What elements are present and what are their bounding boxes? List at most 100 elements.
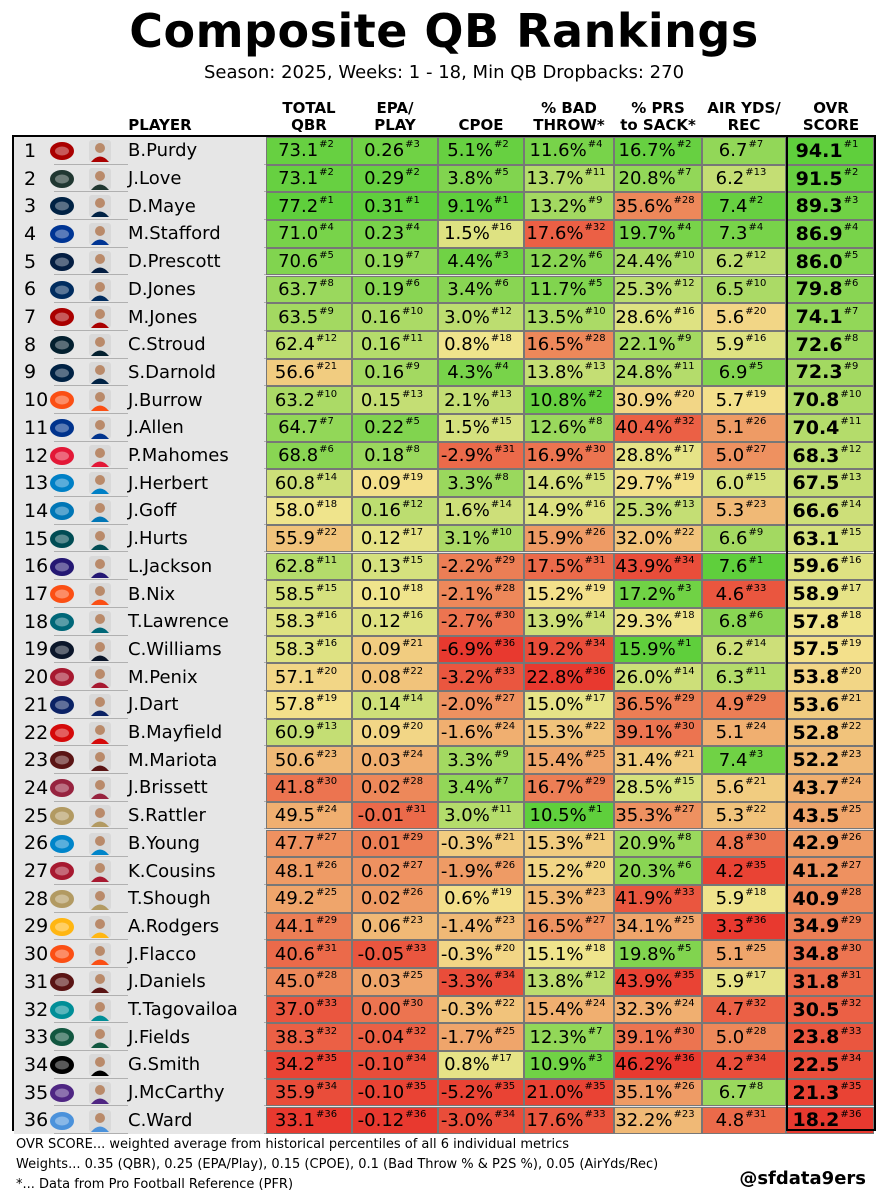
bad-value: 15.3% (526, 722, 584, 744)
air-value: 6.6 (718, 528, 748, 550)
qbr-rank: #13 (315, 721, 338, 733)
air-rank: #16 (745, 333, 767, 345)
cpoe-cell: 3.1% #10 (438, 524, 524, 553)
epa-value: 0.12 (360, 528, 401, 550)
bad-rank: #33 (584, 1108, 606, 1120)
bad-value: 15.4% (526, 749, 584, 771)
air-cell: 5.1 #24 (702, 718, 786, 747)
ovr-value: 34.8 (792, 943, 840, 966)
air-cell: 7.6 #1 (702, 552, 786, 581)
air-cell: 4.8 #31 (702, 1106, 786, 1135)
rank-number: 35 (14, 1078, 54, 1107)
qbr-rank: #16 (315, 610, 338, 622)
ovr-value: 63.1 (792, 527, 840, 550)
epa-cell: 0.06 #23 (352, 912, 438, 941)
epa-value: 0.01 (360, 832, 401, 854)
broncos-logo-icon (48, 582, 76, 607)
cpoe-rank: #33 (494, 665, 516, 677)
player-headshot (88, 1025, 112, 1050)
cpoe-value: -1.4% (440, 915, 494, 937)
cpoe-cell: -2.1% #28 (438, 580, 524, 608)
prs-cell: 31.4% #21 (614, 746, 702, 775)
cpoe-cell: -0.3% #21 (438, 829, 524, 858)
epa-cell: 0.10 #18 (352, 580, 438, 608)
prs-value: 36.5% (615, 694, 673, 716)
air-cell: 5.0 #27 (702, 441, 786, 470)
cpoe-value: 3.3% (447, 472, 493, 494)
cpoe-cell: -0.3% #22 (438, 995, 524, 1024)
qbr-cell: 49.5 #24 (266, 801, 352, 830)
air-rank: #5 (748, 360, 764, 372)
commanders-logo-icon (48, 748, 76, 773)
cpoe-cell: 0.6% #19 (438, 884, 524, 913)
qbr-rank: #24 (315, 804, 338, 816)
qbr-cell: 73.1 #2 (266, 164, 352, 193)
cpoe-rank: #14 (490, 499, 512, 511)
table-row: 30 J.Flacco 40.6 #31 -0.05 #33 -0.3% #20 15.1% #1… (14, 940, 874, 968)
prs-cell: 19.8% #5 (614, 940, 702, 968)
ovr-rank: #20 (840, 665, 862, 677)
player-headshot (88, 277, 112, 302)
cpoe-cell: -2.2% #29 (438, 552, 524, 581)
ovr-value: 67.5 (792, 472, 840, 495)
qbr-cell: 62.4 #12 (266, 330, 352, 359)
player-headshot (88, 222, 112, 247)
cardinals-logo-icon (48, 776, 76, 801)
cpoe-cell: -1.4% #23 (438, 912, 524, 941)
qbr-rank: #27 (315, 831, 338, 843)
bears-logo-icon (48, 637, 76, 662)
ovr-cell: 72.3 #9 (786, 358, 874, 387)
prs-value: 28.5% (615, 777, 673, 799)
player-name: T.Tagovailoa (128, 995, 264, 1024)
ovr-cell: 86.0 #5 (786, 247, 874, 276)
bad-value: 14.9% (526, 500, 584, 522)
air-cell: 5.9 #17 (702, 968, 786, 996)
player-headshot (88, 582, 112, 607)
player-headshot (88, 637, 112, 662)
ovr-rank: #1 (843, 139, 859, 151)
epa-cell: 0.16 #11 (352, 330, 438, 359)
header-air-yds: AIR YDS/ REC (707, 99, 781, 134)
player-headshot (88, 249, 112, 274)
qbr-value: 70.6 (278, 251, 319, 273)
epa-value: 0.18 (364, 445, 405, 467)
ovr-value: 66.6 (792, 499, 840, 522)
rank-number: 33 (14, 1023, 54, 1052)
ovr-rank: #27 (840, 859, 862, 871)
bad-value: 13.9% (526, 611, 584, 633)
prs-rank: #5 (676, 942, 692, 954)
epa-cell: 0.16 #9 (352, 358, 438, 387)
prs-cell: 19.7% #4 (614, 220, 702, 248)
epa-value: 0.19 (364, 278, 405, 300)
table-row: 17 B.Nix 58.5 #15 0.10 #18 -2.1% #28 15.2% #19 17.… (14, 580, 874, 608)
table-row: 33 J.Fields 38.3 #32 -0.04 #32 -1.7% #25 12.3% #7… (14, 1023, 874, 1052)
air-value: 4.8 (715, 832, 745, 854)
bad-rank: #30 (584, 444, 606, 456)
prs-rank: #36 (673, 1053, 695, 1065)
table-row: 23 M.Mariota 50.6 #23 0.03 #24 3.3% #9 15.4% #25 3… (14, 746, 874, 775)
qbr-value: 57.1 (274, 666, 315, 688)
ovr-cell: 68.3 #12 (786, 441, 874, 470)
prs-value: 17.2% (618, 583, 676, 605)
ovr-rank: #24 (840, 776, 862, 788)
air-value: 5.1 (715, 943, 745, 965)
air-value: 5.3 (715, 500, 745, 522)
bad-rank: #15 (584, 471, 606, 483)
epa-rank: #2 (405, 167, 420, 179)
table-row: 31 J.Daniels 45.0 #28 0.03 #25 -3.3% #34 13.8% #1… (14, 968, 874, 996)
air-cell: 5.0 #28 (702, 1023, 786, 1052)
ovr-rank: #33 (840, 1025, 862, 1037)
ovr-value: 70.4 (792, 416, 840, 439)
qbr-value: 73.1 (278, 140, 319, 162)
cpoe-rank: #26 (494, 859, 516, 871)
epa-value: 0.00 (360, 999, 401, 1021)
bad-value: 11.7% (529, 278, 587, 300)
ovr-rank: #26 (840, 831, 862, 843)
prs-cell: 28.5% #15 (614, 774, 702, 802)
rank-number: 11 (14, 414, 54, 442)
header-epa: EPA/ PLAY (374, 99, 416, 134)
cpoe-value: 3.3% (447, 749, 493, 771)
ovr-rank: #18 (840, 610, 862, 622)
bad-value: 12.2% (529, 251, 587, 273)
cpoe-rank: #20 (494, 942, 516, 954)
